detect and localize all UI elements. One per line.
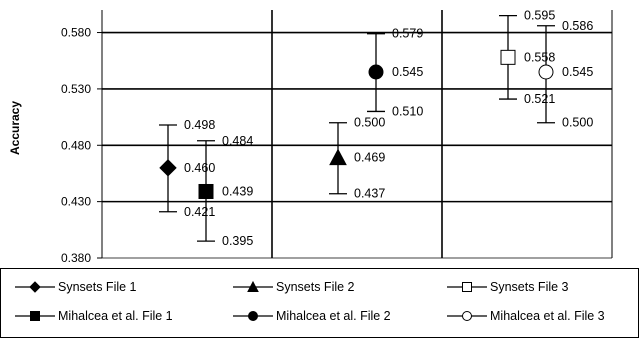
data-point bbox=[159, 159, 177, 177]
data-label-upper: 0.484 bbox=[222, 134, 253, 148]
legend-marker bbox=[233, 311, 273, 321]
data-label-lower: 0.421 bbox=[184, 205, 215, 219]
y-tick-label: 0.480 bbox=[61, 138, 91, 152]
y-tick-label: 0.380 bbox=[61, 251, 91, 265]
y-tick-label: 0.580 bbox=[61, 26, 91, 40]
legend-item: Mihalcea et al. File 3 bbox=[447, 309, 605, 323]
data-label-value: 0.439 bbox=[222, 184, 253, 198]
data-label-upper: 0.586 bbox=[562, 19, 593, 33]
legend-label: Mihalcea et al. File 2 bbox=[276, 309, 391, 323]
data-label-lower: 0.500 bbox=[562, 116, 593, 130]
legend-marker bbox=[447, 282, 487, 292]
legend-item: Mihalcea et al. File 2 bbox=[233, 309, 391, 323]
legend-marker bbox=[15, 281, 55, 293]
y-tick-label: 0.430 bbox=[61, 195, 91, 209]
data-label-value: 0.460 bbox=[184, 161, 215, 175]
legend-item: Synsets File 1 bbox=[15, 280, 137, 294]
legend-item: Mihalcea et al. File 1 bbox=[15, 309, 173, 323]
legend-marker bbox=[15, 311, 55, 321]
data-point bbox=[500, 49, 516, 65]
legend-marker bbox=[233, 280, 273, 292]
legend-label: Mihalcea et al. File 1 bbox=[58, 309, 173, 323]
data-label-lower: 0.437 bbox=[354, 187, 385, 201]
data-point bbox=[538, 64, 554, 80]
legend-item: Synsets File 2 bbox=[233, 280, 355, 294]
data-label-value: 0.558 bbox=[524, 50, 555, 64]
data-label-lower: 0.521 bbox=[524, 92, 555, 106]
data-label-value: 0.545 bbox=[562, 65, 593, 79]
data-label-upper: 0.500 bbox=[354, 116, 385, 130]
legend-label: Synsets File 1 bbox=[58, 280, 137, 294]
data-label-upper: 0.595 bbox=[524, 9, 555, 23]
legend-label: Synsets File 2 bbox=[276, 280, 355, 294]
data-label-upper: 0.498 bbox=[184, 118, 215, 132]
data-label-value: 0.545 bbox=[392, 65, 423, 79]
data-point bbox=[368, 64, 384, 80]
data-point bbox=[329, 148, 347, 166]
legend-item: Synsets File 3 bbox=[447, 280, 569, 294]
data-label-value: 0.469 bbox=[354, 151, 385, 165]
legend: Synsets File 1 Synsets File 2 Synsets File… bbox=[0, 268, 639, 338]
data-point bbox=[198, 183, 214, 199]
legend-label: Synsets File 3 bbox=[490, 280, 569, 294]
data-label-upper: 0.579 bbox=[392, 27, 423, 41]
legend-marker bbox=[447, 311, 487, 321]
chart: 0.380 0.430 0.480 0.530 0.580 Accuracy 0.498 0.… bbox=[8, 9, 613, 265]
data-label-lower: 0.510 bbox=[392, 104, 423, 118]
y-axis-label: Accuracy bbox=[8, 101, 22, 155]
data-label-lower: 0.395 bbox=[222, 234, 253, 248]
y-tick-label: 0.530 bbox=[61, 82, 91, 96]
legend-label: Mihalcea et al. File 3 bbox=[490, 309, 605, 323]
